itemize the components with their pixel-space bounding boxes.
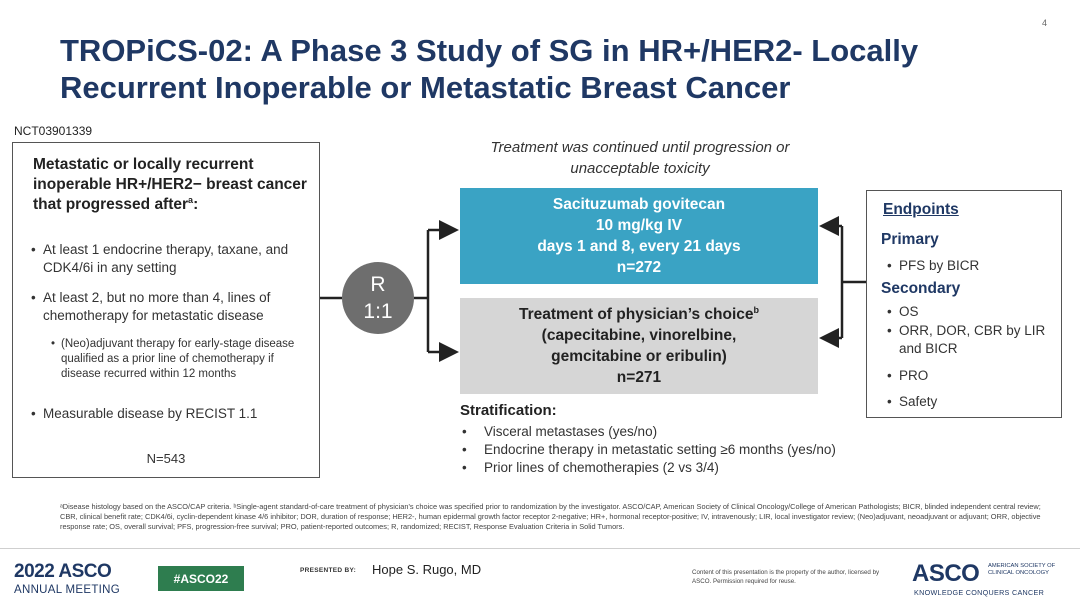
bullet-icon: • xyxy=(887,304,892,319)
footnote-text: ᵃDisease histology based on the ASCO/CAP… xyxy=(60,502,1041,531)
stratification-item: • Endocrine therapy in metastatic settin… xyxy=(462,442,836,457)
eligibility-bullet: • Measurable disease by RECIST 1.1 xyxy=(31,406,258,421)
randomization-ratio: 1:1 xyxy=(363,300,393,323)
eligibility-bullet: • At least 1 endocrine therapy, taxane, … xyxy=(31,242,289,275)
footnote-marker-b: b xyxy=(753,304,760,315)
bullet-icon: • xyxy=(462,424,467,439)
treatment-duration-note: Treatment was continued until progressio… xyxy=(490,139,790,177)
bullet-icon: • xyxy=(887,258,892,273)
meeting-logo-year: 2022 ASCO xyxy=(14,561,112,582)
enrollment-total: N=543 xyxy=(146,451,186,466)
stratification-item: • Prior lines of chemotherapies (2 vs 3/… xyxy=(462,460,719,475)
bullet-icon: • xyxy=(31,242,36,257)
endpoint-item: • PRO xyxy=(887,368,929,383)
presented-by-label: PRESENTED BY: xyxy=(300,567,357,574)
secondary-label: Secondary xyxy=(881,280,961,297)
stratification-title: Stratification: xyxy=(460,402,557,419)
randomization-circle: R 1:1 xyxy=(342,262,414,334)
bullet-icon: • xyxy=(887,323,892,338)
meeting-logo-name: ANNUAL MEETING xyxy=(14,584,121,596)
bullet-icon: • xyxy=(31,406,36,421)
randomization-label: R xyxy=(370,273,386,296)
sg-arm-schedule: days 1 and 8, every 21 days xyxy=(537,238,741,255)
endpoint-item: • OS xyxy=(887,304,919,319)
eligibility-sub-bullet: • (Neo)adjuvant therapy for early-stage … xyxy=(51,338,295,380)
eligibility-heading: Metastatic or locally recurrent inoperab… xyxy=(33,155,313,215)
trial-id: NCT03901339 xyxy=(14,124,93,138)
slide-title: TROPiCS-02: A Phase 3 Study of SG in HR+… xyxy=(60,33,919,105)
endpoint-item: • Safety xyxy=(887,394,938,409)
eligibility-heading-text: Metastatic or locally recurrent inoperab… xyxy=(33,156,307,213)
tpc-arm-box: Treatment of physician’s choiceb (capeci… xyxy=(460,298,818,394)
sg-arm-drug: Sacituzumab govitecan xyxy=(552,196,726,213)
asco-tagline: KNOWLEDGE CONQUERS CANCER xyxy=(914,588,1045,597)
stratification-item: • Visceral metastases (yes/no) xyxy=(462,424,658,439)
endpoints-title: Endpoints xyxy=(883,201,959,218)
tpc-arm-title: Treatment of physician’s choiceb xyxy=(518,304,760,323)
sg-arm-box: Sacituzumab govitecan 10 mg/kg IV days 1… xyxy=(460,188,818,284)
presenter-name: Hope S. Rugo, MD xyxy=(372,562,482,577)
copyright-notice: Content of this presentation is the prop… xyxy=(692,569,880,585)
endpoints-box: Endpoints Primary • PFS by BICR Secondar… xyxy=(866,190,1062,418)
hashtag-badge: #ASCO22 xyxy=(158,566,244,591)
endpoint-item: • PFS by BICR xyxy=(887,258,980,273)
bullet-icon: • xyxy=(887,394,892,409)
sg-arm-n: n=272 xyxy=(616,259,662,276)
asco-society-name: AMERICAN SOCIETY OF CLINICAL ONCOLOGY xyxy=(988,563,1056,576)
eligibility-heading-end: : xyxy=(193,196,199,213)
sg-arm-dose: 10 mg/kg IV xyxy=(595,217,683,234)
footnote-marker-a: a xyxy=(188,194,194,205)
eligibility-box: Metastatic or locally recurrent inoperab… xyxy=(12,142,320,478)
tpc-arm-drugs-2: gemcitabine or eribulin) xyxy=(551,348,727,365)
asco-logo: ASCO xyxy=(912,560,980,587)
bullet-icon: • xyxy=(462,460,467,475)
bullet-icon: • xyxy=(462,442,467,457)
page-number: 4 xyxy=(1042,18,1048,28)
endpoint-item: • ORR, DOR, CBR by LIR and BICR xyxy=(887,323,1046,356)
bullet-icon: • xyxy=(887,368,892,383)
tpc-arm-n: n=271 xyxy=(616,369,662,386)
primary-label: Primary xyxy=(881,231,939,248)
tpc-arm-drugs-1: (capecitabine, vinorelbine, xyxy=(541,327,737,344)
eligibility-bullet: • At least 2, but no more than 4, lines … xyxy=(31,290,271,323)
bullet-icon: • xyxy=(31,290,36,305)
footer-divider xyxy=(0,548,1080,549)
bullet-icon: • xyxy=(51,338,56,350)
